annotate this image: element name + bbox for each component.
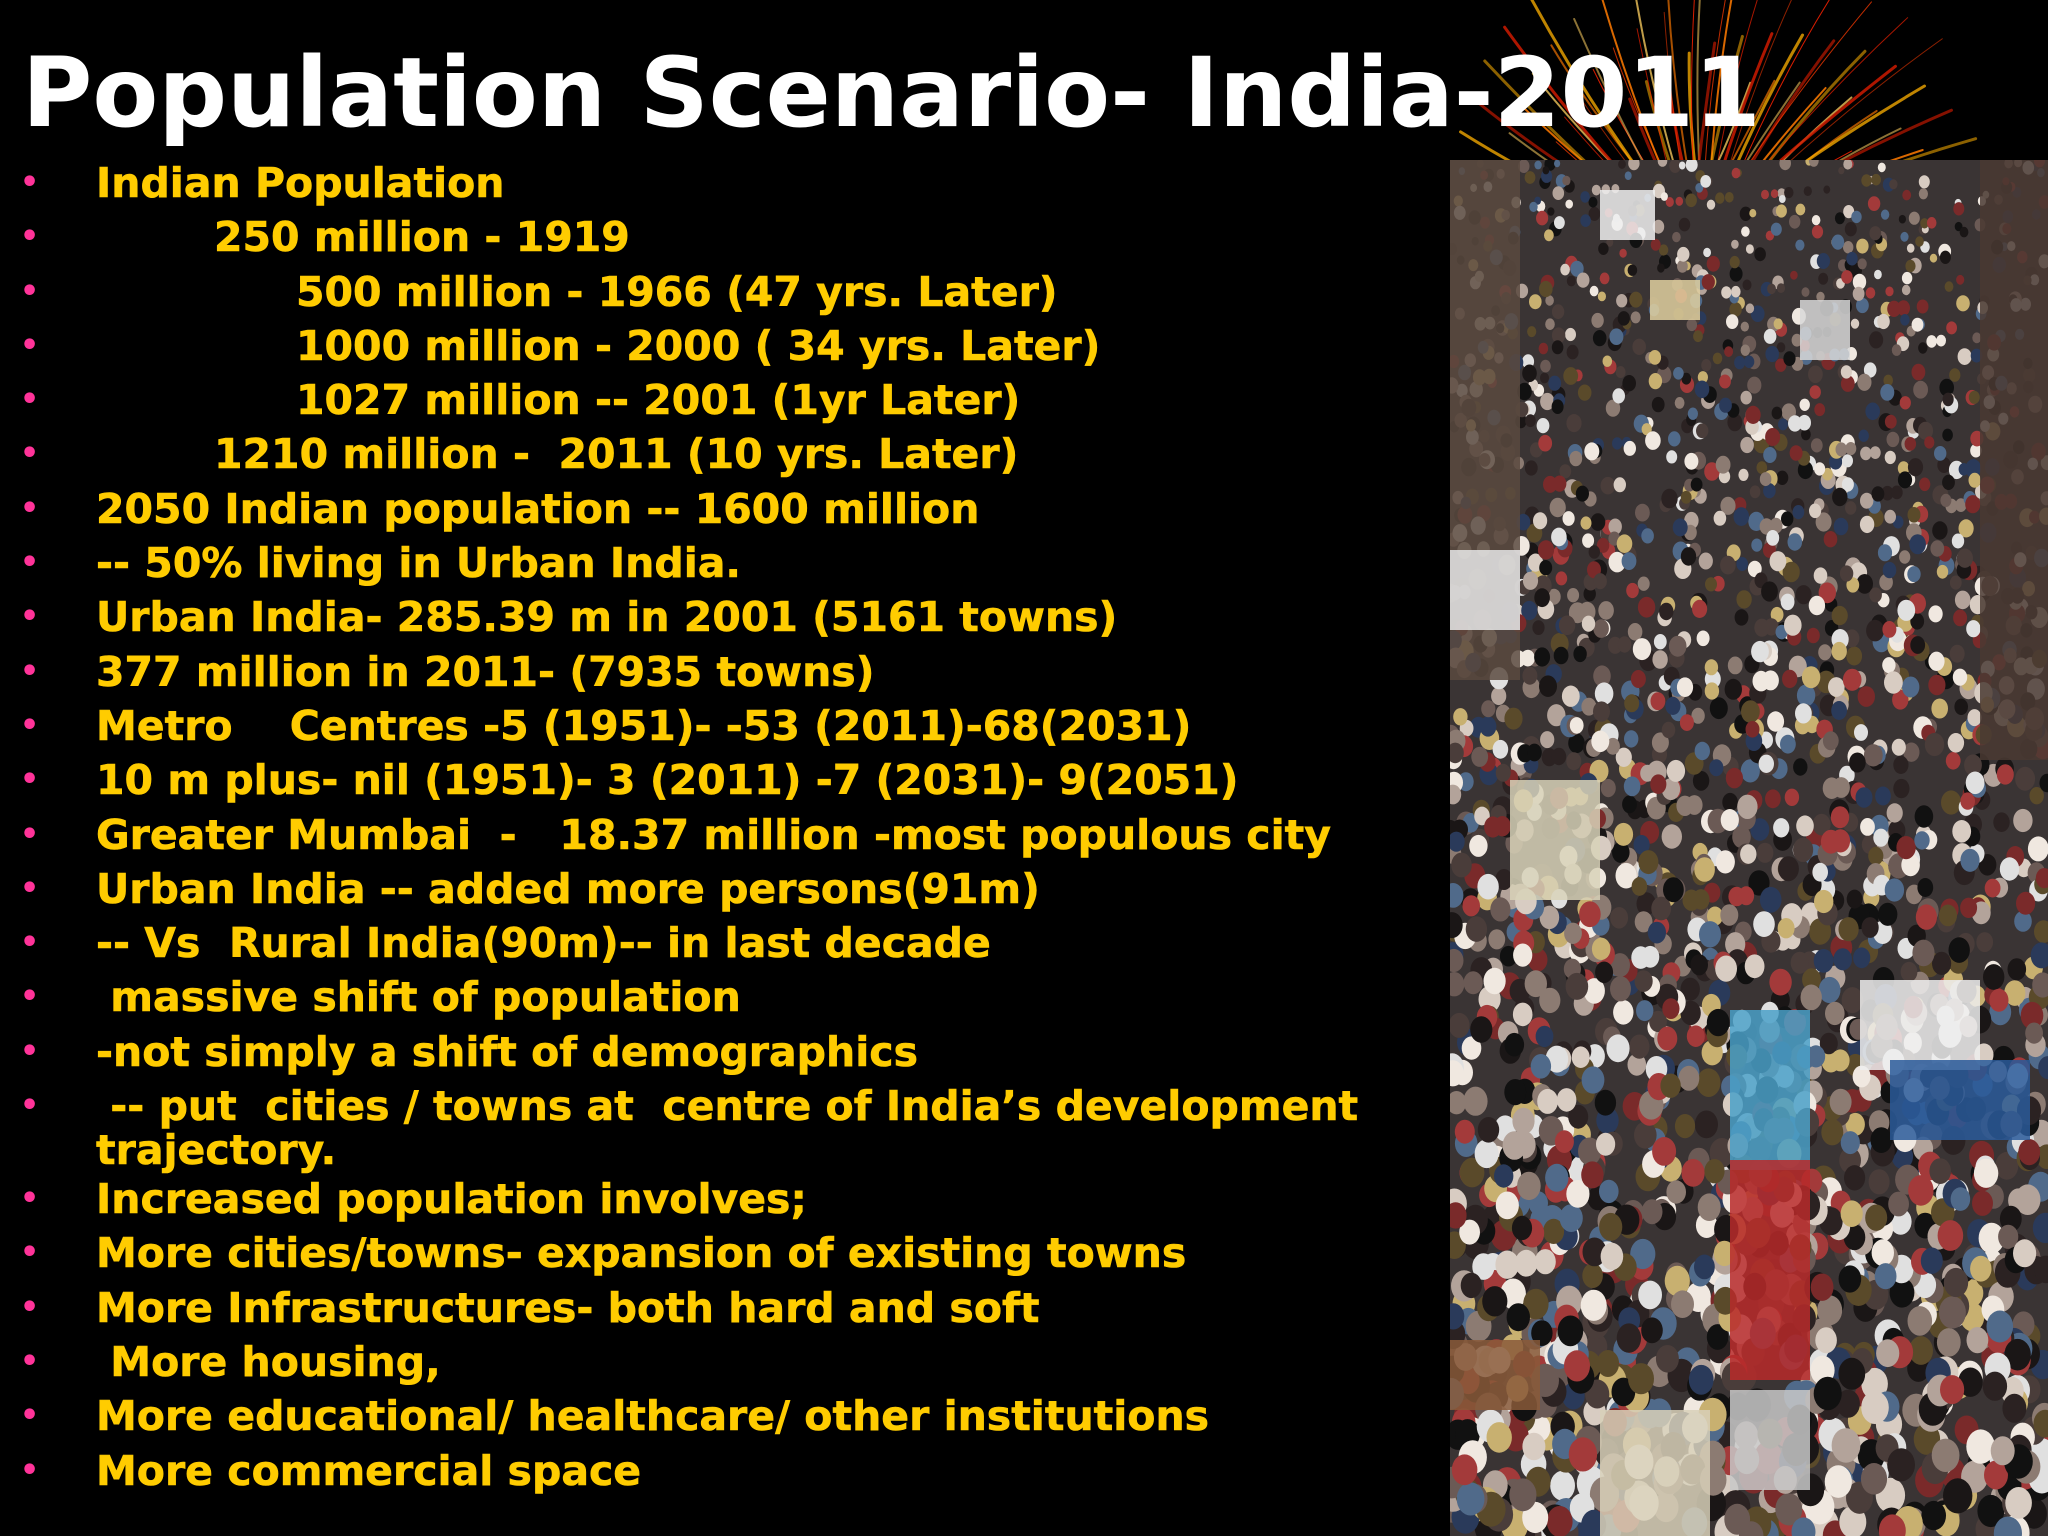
slide-title: Population Scenario- India-2011 [22, 37, 1761, 149]
bullet-text: More educational/ healthcare/ other inst… [96, 1392, 1210, 1441]
bullet-item: • -- put cities / towns at centre of Ind… [20, 1079, 1450, 1175]
bullet-text: 10 m plus- nil (1951)- 3 (2011) -7 (2031… [96, 756, 1239, 805]
bullet-marker: • [20, 1235, 40, 1271]
bullet-marker: • [20, 1343, 40, 1379]
bullet-marker: • [20, 979, 40, 1015]
bullet-marker: • [20, 545, 40, 581]
bullet-item: • More housing, [20, 1335, 1450, 1389]
bullet-marker: • [20, 1088, 40, 1124]
bullet-item: • Urban India -- added more persons(91m) [20, 862, 1450, 916]
bullet-marker: • [20, 1033, 40, 1069]
bullet-item: • -- Vs Rural India(90m)-- in last decade [20, 916, 1450, 970]
bullet-item: • 1000 million - 2000 ( 34 yrs. Later) [20, 319, 1450, 373]
bullet-item: • Urban India- 285.39 m in 2001 (5161 tow… [20, 590, 1450, 644]
bullet-marker: • [20, 870, 40, 906]
bullet-marker: • [20, 327, 40, 363]
bullet-item: • 250 million - 1919 [20, 210, 1450, 264]
bullet-marker: • [20, 816, 40, 852]
bullet-item: • Greater Mumbai - 18.37 million -most po… [20, 808, 1450, 862]
bullet-item: • More commercial space [20, 1444, 1450, 1498]
bullet-text: -- 50% living in Urban India. [96, 539, 742, 588]
bullet-text: massive shift of population [96, 973, 741, 1022]
bullet-text: 1210 million - 2011 (10 yrs. Later) [214, 430, 1019, 479]
bullet-marker: • [20, 1398, 40, 1434]
bullet-item: • 377 million in 2011- (7935 towns) [20, 645, 1450, 699]
bullet-item: • 2050 Indian population -- 1600 million [20, 482, 1450, 536]
bullet-text: Urban India -- added more persons(91m) [96, 864, 1040, 914]
bullet-text: 250 million - 1919 [214, 213, 630, 262]
bullet-text: 2050 Indian population -- 1600 million [96, 484, 980, 533]
bullet-marker: • [20, 1289, 40, 1325]
bullet-marker: • [20, 219, 40, 255]
bullet-text: Greater Mumbai - 18.37 million -most pop… [96, 810, 1332, 859]
bullet-text: Metro Centres -5 (1951)- -53 (2011)-68(2… [96, 701, 1192, 751]
bullet-item: • -not simply a shift of demographics [20, 1025, 1450, 1079]
bullet-text: More cities/towns- expansion of existing… [96, 1229, 1187, 1278]
crowded-street-photo [1450, 160, 2048, 1536]
bullet-marker: • [20, 707, 40, 743]
bullet-text: More commercial space [96, 1446, 642, 1495]
bullet-text: -- Vs Rural India(90m)-- in last decade [96, 919, 991, 968]
bullet-marker: • [20, 273, 40, 309]
bullet-marker: • [20, 653, 40, 689]
bullet-item: • 10 m plus- nil (1951)- 3 (2011) -7 (203… [20, 753, 1450, 807]
bullet-list: • Indian Population • 250 million - 1919 • 50… [20, 156, 1450, 1498]
bullet-text: 1000 million - 2000 ( 34 yrs. Later) [296, 321, 1101, 371]
bullet-text: More housing, [96, 1337, 441, 1387]
bullet-text: -not simply a shift of demographics [96, 1027, 919, 1076]
bullet-text: Urban India- 285.39 m in 2001 (5161 town… [96, 593, 1118, 642]
bullet-text: Increased population involves; [96, 1175, 807, 1224]
bullet-marker: • [20, 925, 40, 961]
bullet-marker: • [20, 599, 40, 635]
bullet-text: 500 million - 1966 (47 yrs. Later) [296, 267, 1058, 316]
bullet-item: • More cities/towns- expansion of existin… [20, 1226, 1450, 1280]
bullet-item: • More educational/ healthcare/ other ins… [20, 1389, 1450, 1443]
bullet-text: -- put cities / towns at centre of India… [96, 1082, 1373, 1175]
bullet-item: • Increased population involves; [20, 1172, 1450, 1226]
bullet-text: More Infrastructures- both hard and soft [96, 1283, 1040, 1332]
bullet-marker: • [20, 382, 40, 418]
bullet-marker: • [20, 165, 40, 200]
bullet-text: 377 million in 2011- (7935 towns) [96, 647, 875, 696]
bullet-item: • Indian Population [20, 156, 1450, 210]
bullet-marker: • [20, 1452, 40, 1488]
bullet-item: • massive shift of population [20, 970, 1450, 1024]
bullet-marker: • [20, 1181, 40, 1217]
bullet-item: • 1027 million -- 2001 (1yr Later) [20, 373, 1450, 427]
bullet-item: • -- 50% living in Urban India. [20, 536, 1450, 590]
bullet-item: • 500 million - 1966 (47 yrs. Later) [20, 265, 1450, 319]
bullet-item: • More Infrastructures- both hard and sof… [20, 1281, 1450, 1335]
bullet-marker: • [20, 490, 40, 526]
bullet-marker: • [20, 762, 40, 798]
bullet-text: Indian Population [96, 159, 505, 208]
bullet-item: • 1210 million - 2011 (10 yrs. Later) [20, 427, 1450, 481]
bullet-marker: • [20, 436, 40, 472]
bullet-text: 1027 million -- 2001 (1yr Later) [296, 376, 1021, 425]
bullet-item: • Metro Centres -5 (1951)- -53 (2011)-68(… [20, 699, 1450, 753]
